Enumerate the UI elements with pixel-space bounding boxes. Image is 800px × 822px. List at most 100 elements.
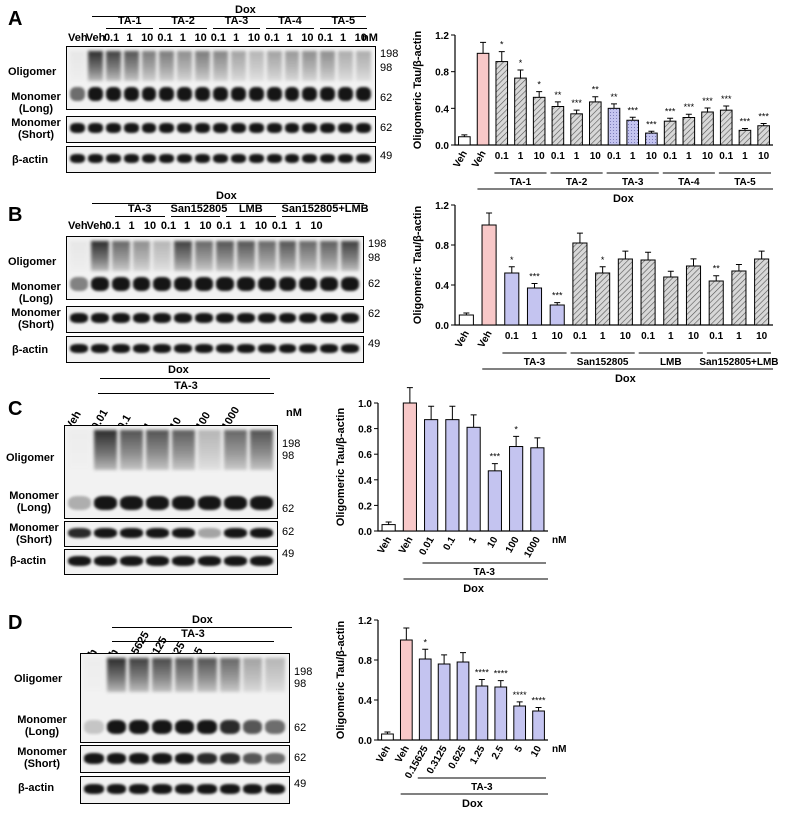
lane-label: 10: [143, 220, 157, 232]
significance-label: ***: [665, 106, 676, 116]
blot-band: [174, 344, 193, 353]
error-bar: [531, 283, 538, 288]
blot-smear: [111, 241, 130, 271]
blot-band: [242, 720, 263, 734]
blot-band: [213, 123, 228, 133]
blot-d-actin: [80, 776, 290, 804]
error-bar: [758, 250, 765, 259]
y-tick-label: 0.8: [435, 241, 449, 252]
x-tick-label: 1: [518, 151, 524, 162]
blot-band: [141, 154, 157, 163]
blot-band: [174, 277, 193, 291]
blot-band: [106, 753, 127, 764]
lane-label: 0.1: [216, 220, 232, 232]
group-label: TA-2: [171, 15, 195, 27]
x-tick-label: 10: [646, 151, 658, 162]
y-axis-label: Oligomeric Tau/β-actin: [412, 31, 424, 150]
blot-band: [299, 344, 318, 353]
group-label: TA-2: [566, 177, 588, 188]
blot-band: [141, 123, 157, 133]
panel-letter-b: B: [8, 204, 23, 226]
blot-band: [123, 123, 139, 133]
y-tick-label: 0.0: [358, 736, 372, 747]
significance-label: ***: [758, 111, 769, 121]
blot-band: [123, 154, 139, 163]
bar: [588, 101, 602, 146]
group-line: [106, 28, 154, 29]
bar: [645, 132, 658, 146]
blot-smear: [106, 658, 127, 692]
blot-band: [195, 87, 211, 101]
blot-band: [177, 87, 193, 101]
x-tick-label: 1.25: [468, 744, 487, 767]
significance-label: ***: [490, 452, 501, 462]
bar: [532, 710, 545, 741]
group-line: [212, 28, 261, 29]
blot-band: [90, 344, 109, 353]
x-tick-label: Veh: [476, 329, 494, 350]
blot-smear: [70, 51, 85, 81]
dox-label-c: Dox: [168, 364, 189, 376]
blot-band: [198, 528, 221, 538]
significance-label: ****: [475, 668, 490, 678]
blot-smear: [129, 658, 149, 692]
blot-band: [129, 784, 149, 794]
blot-band: [120, 496, 143, 510]
group-label: LMB: [660, 357, 682, 368]
y-tick-label: 1.2: [435, 31, 449, 42]
dox-label-b: Dox: [216, 190, 237, 202]
x-tick-label: Veh: [454, 329, 472, 350]
x-tick-label: 10: [590, 151, 602, 162]
lane-label: 10: [254, 220, 268, 232]
blot-smear: [84, 658, 104, 692]
lane-label: 1: [179, 32, 186, 44]
x-tick-label: 0.1: [441, 535, 458, 553]
x-tick-label: 0.1: [719, 151, 733, 162]
blot-smear: [230, 51, 246, 81]
blot-band: [172, 528, 195, 538]
marker-198-c: 198: [282, 438, 301, 450]
blot-band: [129, 720, 149, 734]
significance-label: ***: [571, 98, 582, 108]
blot-band: [216, 344, 234, 353]
blot-band: [152, 784, 172, 794]
blot-band: [236, 277, 255, 291]
significance-label: **: [713, 264, 721, 274]
blot-smear: [177, 51, 193, 81]
blot-smear: [220, 658, 240, 692]
lane-label: 1: [233, 32, 240, 44]
lane-label: 1: [294, 220, 302, 232]
blot-smear: [356, 51, 371, 81]
x-tick-label: 0.1: [641, 331, 655, 342]
x-tick-label: 10: [529, 744, 544, 760]
y-tick-label: 0.0: [435, 141, 449, 152]
blot-band: [299, 277, 318, 291]
blot-smear: [236, 241, 255, 271]
error-bar: [645, 251, 652, 260]
blot-b-oligomer: [66, 236, 364, 300]
bar: [708, 280, 724, 326]
x-tick-label: 1: [630, 151, 636, 162]
error-bar: [441, 654, 448, 664]
blot-band: [341, 344, 359, 353]
group-label: San152805+LMB: [699, 357, 778, 368]
error-bar: [535, 707, 542, 711]
blot-band: [216, 277, 234, 291]
y-tick-label: 1.2: [358, 616, 372, 627]
blot-band: [70, 277, 88, 291]
blot-band: [266, 154, 282, 163]
marker-62-short-a: 62: [380, 122, 393, 134]
error-bar: [648, 130, 655, 134]
row-label-actin-c: β-actin: [10, 555, 47, 567]
lane-label: 0.1: [103, 32, 120, 44]
group-label: TA-3: [174, 380, 198, 392]
lane-label: 0.1: [210, 32, 227, 44]
significance-label: ***: [627, 105, 638, 115]
bar: [530, 447, 545, 532]
x-tick-label: 1: [600, 331, 606, 342]
lane-label: 10: [141, 32, 154, 44]
blot-band: [320, 154, 336, 163]
row-label-monomer-short-c: Monomer (Short): [9, 522, 59, 546]
blot-band: [195, 313, 213, 323]
group-line: [226, 216, 276, 217]
